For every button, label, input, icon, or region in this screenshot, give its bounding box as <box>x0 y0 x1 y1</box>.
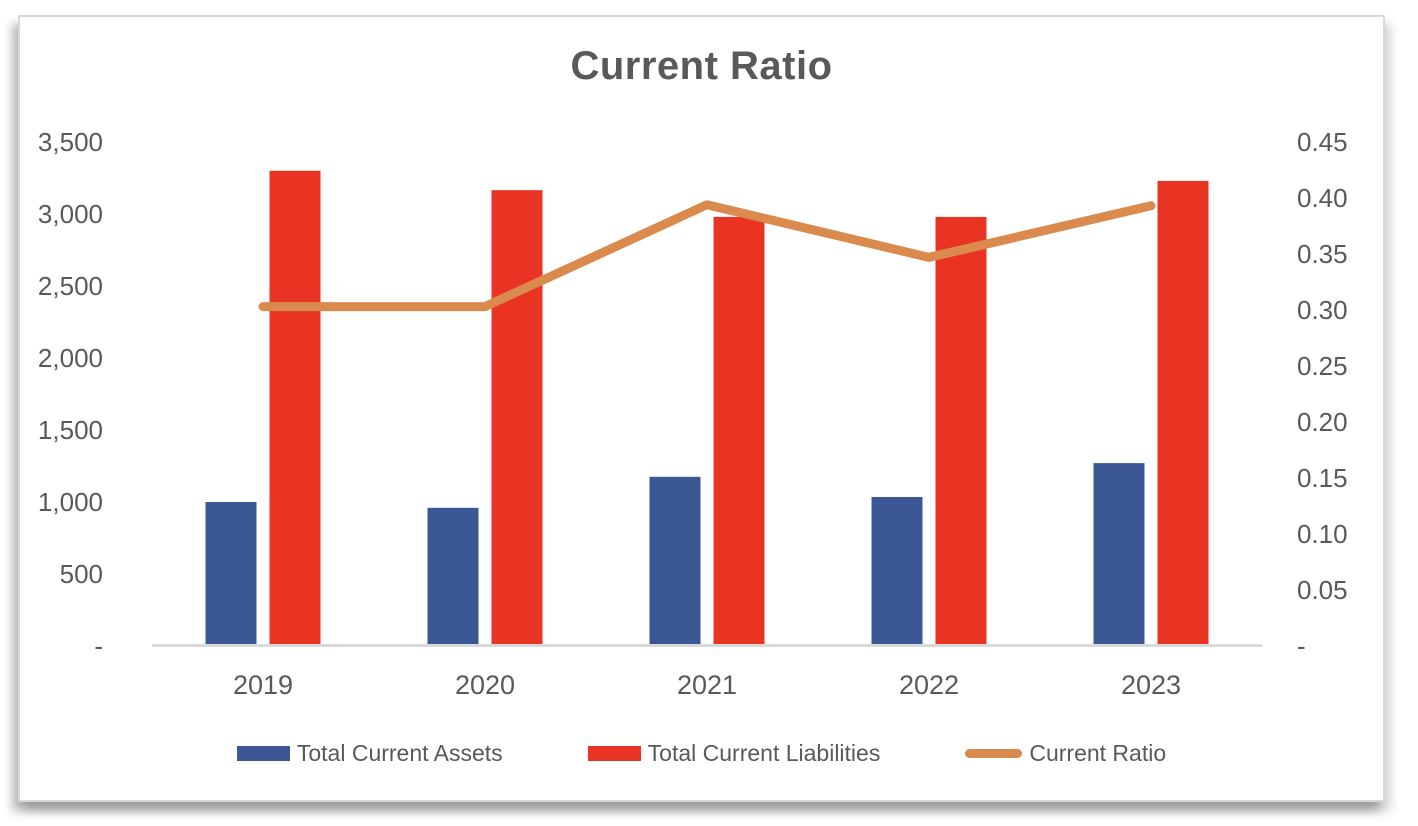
right-axis-tick-label: 0.30 <box>1297 295 1348 325</box>
legend-item-total-current-liabilities: Total Current Liabilities <box>587 739 881 767</box>
left-axis-tick-label: 1,500 <box>38 415 103 445</box>
left-axis-tick-label: 2,000 <box>38 343 103 373</box>
assets-legend-swatch-icon <box>236 745 290 761</box>
left-axis-tick-label: 500 <box>60 559 103 589</box>
bar-total-current-liabilities-2022 <box>935 216 987 645</box>
right-axis-tick-label: 0.25 <box>1297 351 1348 381</box>
legend-label-total-current-assets: Total Current Assets <box>296 739 503 766</box>
bar-total-current-assets-2020 <box>427 507 479 645</box>
right-axis-tick-label: 0.20 <box>1297 407 1348 437</box>
bar-total-current-liabilities-2020 <box>491 190 543 645</box>
bar-total-current-assets-2022 <box>871 497 923 645</box>
left-axis-tick-label: 3,000 <box>38 199 103 229</box>
left-axis-tick-label: 1,000 <box>38 487 103 517</box>
left-axis-tick-label: - <box>94 631 103 661</box>
right-axis-tick-label: 0.40 <box>1297 183 1348 213</box>
right-axis-tick-label: 0.15 <box>1297 463 1348 493</box>
right-axis-tick-label: 0.45 <box>1297 127 1348 157</box>
legend-item-current-ratio: Current Ratio <box>965 740 1166 767</box>
left-axis-tick-label: 2,500 <box>38 271 103 301</box>
bar-total-current-assets-2019 <box>205 502 257 645</box>
right-axis-tick-label: 0.35 <box>1297 239 1348 269</box>
bar-total-current-assets-2023 <box>1093 463 1145 645</box>
right-axis-tick-label: 0.10 <box>1297 519 1348 549</box>
x-axis-label-2020: 2020 <box>455 670 515 700</box>
legend-label-current-ratio: Current Ratio <box>1029 739 1167 766</box>
liabilities-legend-swatch-icon <box>587 745 641 761</box>
legend-item-total-current-assets: Total Current Assets <box>236 739 503 767</box>
x-axis-label-2019: 2019 <box>233 670 293 700</box>
right-axis-tick-label: - <box>1297 631 1306 661</box>
chart-title: Current Ratio <box>570 44 833 88</box>
current-ratio-line <box>258 200 1156 312</box>
chart-legend: Total Current Assets Total Current Liabi… <box>20 734 1383 772</box>
x-axis-label-2021: 2021 <box>677 670 737 700</box>
right-axis-tick-label: 0.05 <box>1297 575 1348 605</box>
x-axis-label-2022: 2022 <box>899 670 959 700</box>
bar-total-current-liabilities-2021 <box>713 216 765 645</box>
chart-panel <box>18 15 1385 802</box>
bar-total-current-liabilities-2019 <box>269 170 321 646</box>
ratio-line-legend-swatch-icon <box>965 748 1023 758</box>
legend-label-total-current-liabilities: Total Current Liabilities <box>647 739 881 766</box>
bar-total-current-assets-2021 <box>649 476 701 645</box>
bar-total-current-liabilities-2023 <box>1157 180 1209 645</box>
left-axis-tick-label: 3,500 <box>38 127 103 157</box>
x-axis-label-2023: 2023 <box>1121 670 1181 700</box>
